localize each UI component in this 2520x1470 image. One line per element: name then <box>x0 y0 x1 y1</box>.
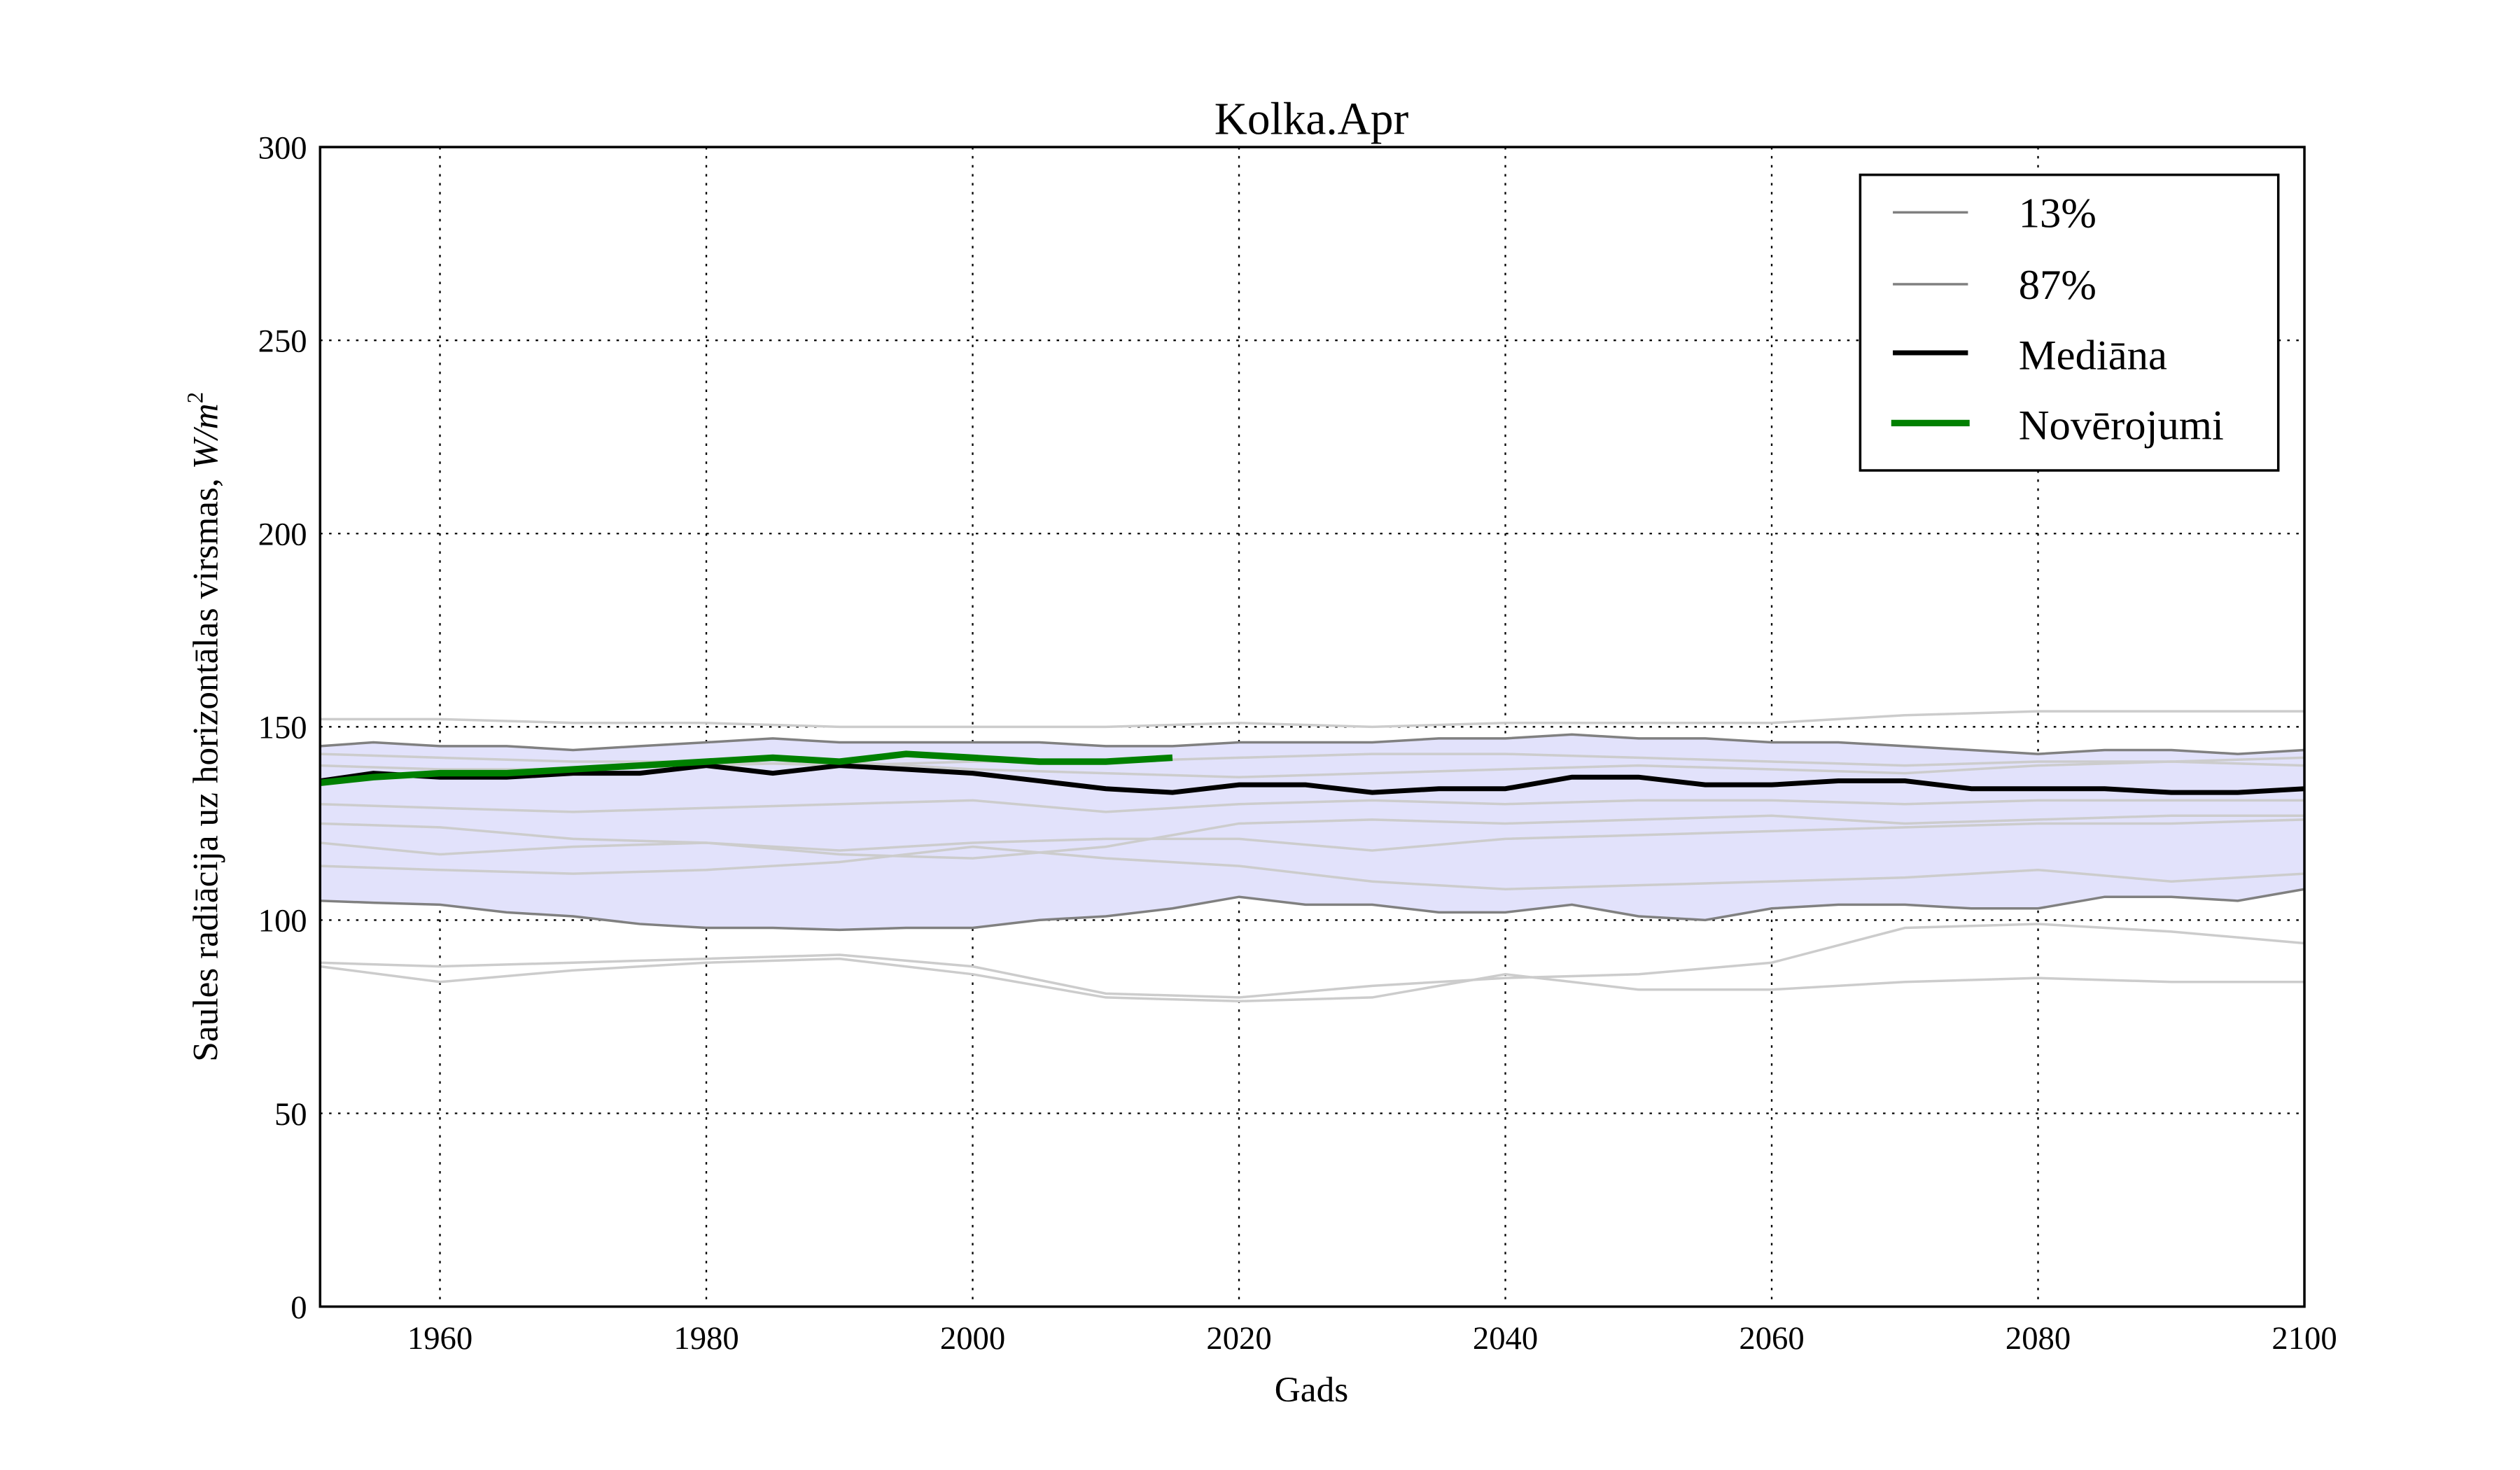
series-13-percent <box>320 888 2305 932</box>
ensemble-line <box>320 845 2305 890</box>
x-tick-label: 2080 <box>2005 1320 2071 1357</box>
y-tick-label: 250 <box>258 323 307 359</box>
plot-area <box>319 710 2305 1003</box>
ensemble-line <box>320 818 2305 856</box>
axes-frame <box>318 146 2306 1308</box>
tick-labels: 1960 1980 2000 2020 2040 2060 2080 2100 0 50 100 15… <box>258 130 2337 1357</box>
series-87-percent <box>320 733 2305 755</box>
y-tick-label: 50 <box>274 1096 307 1133</box>
ensemble-line <box>320 923 2305 999</box>
chart-title: Kolka.Apr <box>1214 94 1409 144</box>
ensemble-line <box>320 710 2305 729</box>
y-axis-label-unit: W/m <box>186 403 225 469</box>
y-tick-label: 200 <box>258 517 307 553</box>
x-tick-label: 1960 <box>407 1320 472 1357</box>
x-tick-label: 2040 <box>1473 1320 1538 1357</box>
legend-label-13: 13% <box>2019 190 2096 237</box>
y-axis-label-sup: 2 <box>183 392 208 403</box>
x-tick-label: 1980 <box>673 1320 738 1357</box>
x-tick-label: 2060 <box>1739 1320 1804 1357</box>
series-median <box>319 763 2305 795</box>
y-axis-label-text: Saules radiācija uz horizontālas virsmas… <box>186 469 225 1061</box>
ensemble-line <box>320 799 2305 813</box>
legend-label-observations: Novērojumi <box>2019 402 2224 449</box>
y-tick-label: 0 <box>290 1289 307 1326</box>
legend-label-median: Mediāna <box>2019 332 2167 379</box>
x-tick-label: 2100 <box>2272 1320 2337 1357</box>
series-observations <box>319 750 1173 786</box>
ensemble-line <box>320 957 2305 1003</box>
x-tick-label: 2000 <box>940 1320 1005 1357</box>
x-tick-label: 2020 <box>1206 1320 1271 1357</box>
legend-label-87: 87% <box>2019 262 2096 309</box>
y-tick-label: 300 <box>258 130 307 166</box>
y-axis-label: Saules radiācija uz horizontālas virsmas… <box>183 392 225 1062</box>
ensemble-line <box>320 814 2305 860</box>
y-tick-label: 150 <box>258 710 307 746</box>
y-tick-label: 100 <box>258 903 307 939</box>
x-axis-label: Gads <box>1275 1370 1348 1410</box>
ensemble-line <box>320 752 2305 767</box>
legend: 13% 87% Mediāna Novērojumi <box>1858 173 2280 472</box>
